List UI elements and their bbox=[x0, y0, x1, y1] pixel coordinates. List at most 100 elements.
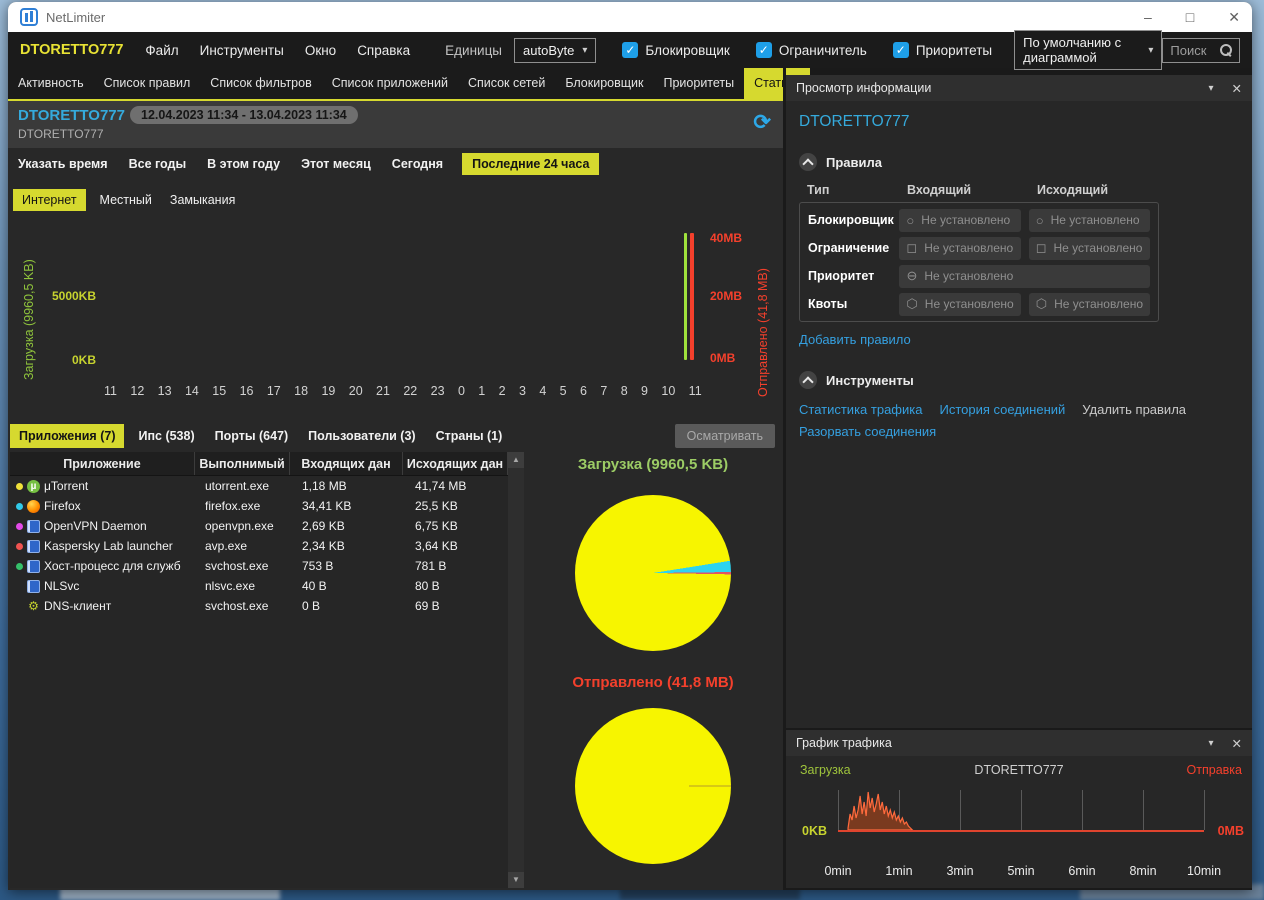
gridline bbox=[1081, 790, 1083, 830]
collapse-icon[interactable] bbox=[799, 153, 817, 171]
filter-today[interactable]: Сегодня bbox=[391, 157, 444, 171]
table-row[interactable]: OpenVPN Daemon openvpn.exe 2,69 KB 6,75 … bbox=[10, 516, 524, 536]
tab-ports[interactable]: Порты (647) bbox=[214, 429, 289, 443]
collapse-icon[interactable] bbox=[799, 371, 817, 389]
tab-applications[interactable]: Приложения (7) bbox=[10, 424, 125, 448]
x-tick: 6min bbox=[1068, 864, 1096, 878]
filter-all-years[interactable]: Все годы bbox=[128, 157, 187, 171]
inspect-button[interactable]: Осматривать bbox=[674, 424, 775, 448]
tab-blocker[interactable]: Блокировщик bbox=[565, 76, 644, 90]
panel-close-icon[interactable]: ✕ bbox=[1231, 736, 1242, 751]
traffic-x-axis: 0min 1min 3min 5min 6min 8min 10min bbox=[824, 864, 1221, 880]
add-rule-link[interactable]: Добавить правило bbox=[799, 332, 911, 347]
quota-in-button[interactable]: ⬡ Не установлено bbox=[899, 292, 1021, 316]
limit-in-button[interactable]: ◻ Не установлено bbox=[899, 236, 1021, 260]
date-range-chip[interactable]: 12.04.2023 11:34 - 13.04.2023 11:34 bbox=[130, 106, 358, 124]
menu-file[interactable]: Файл bbox=[145, 42, 179, 58]
tab-users[interactable]: Пользователи (3) bbox=[308, 429, 416, 443]
table-row[interactable]: Firefox firefox.exe 34,41 KB 25,5 KB bbox=[10, 496, 524, 516]
menu-window[interactable]: Окно bbox=[304, 42, 337, 58]
filter-this-year[interactable]: В этом году bbox=[207, 157, 281, 171]
table-row[interactable]: Хост-процесс для служб svchost.exe 753 B… bbox=[10, 556, 524, 576]
info-target-name[interactable]: DTORETTO777 bbox=[799, 113, 910, 130]
filter-last-24h[interactable]: Последние 24 часа bbox=[462, 153, 600, 175]
profile-name[interactable]: DTORETTO777 bbox=[20, 42, 124, 58]
rules-section-header[interactable]: Правила bbox=[799, 153, 1239, 171]
menu-help[interactable]: Справка bbox=[357, 42, 411, 58]
blocker-checkbox-group[interactable]: ✓ Блокировщик bbox=[622, 42, 730, 58]
upload-axis-label: Отправлено (41,8 MB) bbox=[756, 268, 770, 397]
blocker-in-button[interactable]: ○ Не установлено bbox=[899, 208, 1021, 232]
tab-countries[interactable]: Страны (1) bbox=[435, 429, 503, 443]
traffic-stats-link[interactable]: Статистика трафика bbox=[799, 402, 923, 417]
refresh-icon[interactable]: ⟳ bbox=[753, 111, 771, 134]
applications-table: Приложение Выполнимый Входящих дан Исход… bbox=[10, 452, 524, 888]
blocker-checkbox[interactable]: ✓ bbox=[622, 42, 639, 58]
close-button[interactable]: ✕ bbox=[1228, 8, 1240, 25]
priorities-checkbox-group[interactable]: ✓ Приоритеты bbox=[892, 42, 992, 58]
window-title: NetLimiter bbox=[46, 9, 106, 25]
hour-tick: 1 bbox=[478, 384, 486, 398]
limiter-checkbox-group[interactable]: ✓ Ограничитель bbox=[755, 42, 867, 58]
tab-filter-list[interactable]: Список фильтров bbox=[210, 76, 312, 90]
units-select[interactable]: autoByte ▾ bbox=[514, 37, 597, 63]
priorities-checkbox[interactable]: ✓ bbox=[892, 42, 909, 58]
table-row[interactable]: ⚙ DNS-клиент svchost.exe 0 B 69 B bbox=[10, 596, 524, 616]
panel-close-icon[interactable]: ✕ bbox=[1231, 81, 1242, 96]
netlimiter-window: NetLimiter – □ ✕ DTORETTO777 Файл Инстру… bbox=[8, 2, 1252, 890]
hour-tick: 6 bbox=[580, 384, 587, 398]
tab-activity[interactable]: Активность bbox=[18, 76, 84, 90]
table-row[interactable]: µ μTorrent utorrent.exe 1,18 MB 41,74 MB bbox=[10, 476, 524, 496]
tab-priorities[interactable]: Приоритеты bbox=[663, 76, 735, 90]
limiter-checkbox[interactable]: ✓ bbox=[755, 42, 772, 58]
scroll-up-icon[interactable]: ▲ bbox=[508, 452, 524, 468]
panel-divider[interactable] bbox=[783, 68, 786, 890]
traffic-wave-shape bbox=[847, 791, 914, 830]
tools-section-header[interactable]: Инструменты bbox=[799, 371, 1239, 389]
maximize-button[interactable]: □ bbox=[1185, 8, 1195, 25]
filter-this-month[interactable]: Этот месяц bbox=[301, 157, 371, 171]
search-input[interactable]: Поиск bbox=[1162, 37, 1240, 63]
scope-local[interactable]: Местный bbox=[99, 193, 152, 207]
panel-collapse-icon[interactable]: ▾ bbox=[1208, 82, 1214, 94]
col-outgoing[interactable]: Исходящих дан bbox=[403, 452, 508, 475]
app-name: Firefox bbox=[44, 499, 81, 513]
limit-out-button[interactable]: ◻ Не установлено bbox=[1028, 236, 1150, 260]
app-name: DNS-клиент bbox=[44, 599, 112, 613]
tab-rule-list[interactable]: Список правил bbox=[103, 76, 191, 90]
series-color-dot bbox=[16, 603, 23, 610]
kill-connections-link[interactable]: Разорвать соединения bbox=[799, 424, 937, 439]
hour-tick: 14 bbox=[184, 384, 199, 398]
document-tab-strip: Активность Список правил Список фильтров… bbox=[8, 68, 857, 101]
blocker-out-button[interactable]: ○ Не установлено bbox=[1028, 208, 1150, 232]
main-column: Активность Список правил Список фильтров… bbox=[8, 68, 857, 890]
scroll-down-icon[interactable]: ▼ bbox=[508, 872, 524, 888]
table-row[interactable]: Kaspersky Lab launcher avp.exe 2,34 KB 3… bbox=[10, 536, 524, 556]
application-icon bbox=[27, 579, 40, 593]
hour-tick: 22 bbox=[403, 384, 418, 398]
upload-bar bbox=[690, 233, 694, 360]
priority-button[interactable]: ⊖ Не установлено bbox=[899, 264, 1150, 288]
info-panel-body: DTORETTO777 Правила Тип Входящий Исходящ… bbox=[786, 101, 1252, 728]
gridline bbox=[898, 790, 900, 830]
remove-rules-link[interactable]: Удалить правила bbox=[1082, 402, 1187, 417]
scope-internet[interactable]: Интернет bbox=[13, 189, 86, 211]
traffic-left-zero: 0KB bbox=[802, 824, 828, 838]
col-executable[interactable]: Выполнимый bbox=[195, 452, 290, 475]
table-scrollbar[interactable]: ▲ ▼ bbox=[508, 452, 524, 888]
quota-out-button[interactable]: ⬡ Не установлено bbox=[1028, 292, 1150, 316]
panel-collapse-icon[interactable]: ▾ bbox=[1208, 737, 1214, 749]
scope-loopback[interactable]: Замыкания bbox=[169, 193, 236, 207]
table-row[interactable]: NLSvc nlsvc.exe 40 B 80 B bbox=[10, 576, 524, 596]
col-incoming[interactable]: Входящих дан bbox=[290, 452, 403, 475]
col-application[interactable]: Приложение bbox=[10, 452, 195, 475]
connection-history-link[interactable]: История соединений bbox=[939, 402, 1066, 417]
x-tick: 0min bbox=[824, 864, 852, 878]
tab-ips[interactable]: Ипс (538) bbox=[138, 429, 195, 443]
minimize-button[interactable]: – bbox=[1144, 8, 1152, 25]
tab-network-list[interactable]: Список сетей bbox=[467, 76, 546, 90]
filter-custom-time[interactable]: Указать время bbox=[18, 157, 108, 171]
view-preset-select[interactable]: По умолчанию с диаграммой ▾ bbox=[1014, 30, 1163, 70]
menu-tools[interactable]: Инструменты bbox=[199, 42, 284, 58]
tab-app-list[interactable]: Список приложений bbox=[331, 76, 448, 90]
